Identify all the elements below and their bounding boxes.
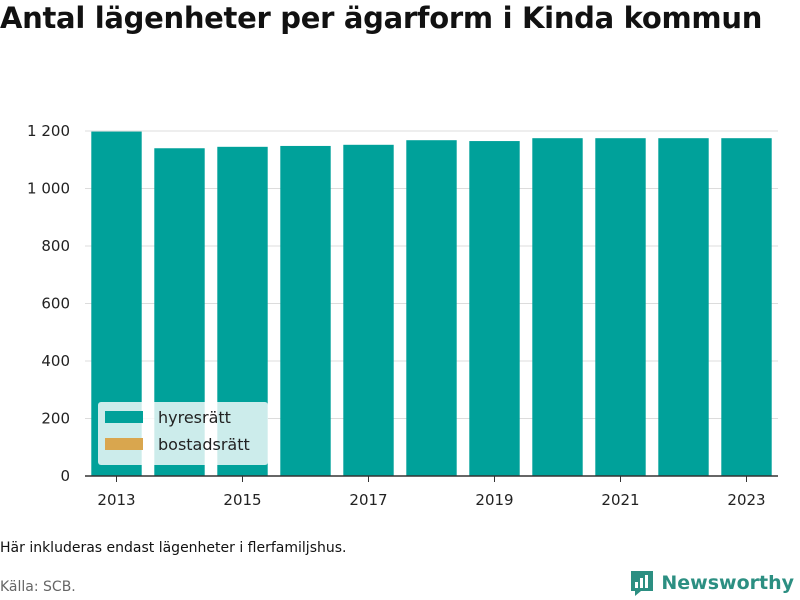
bar-2020 — [532, 138, 583, 476]
x-tick-label: 2021 — [601, 491, 639, 509]
bar-2023 — [721, 138, 772, 476]
y-tick-label: 0 — [60, 467, 70, 485]
y-tick-label: 800 — [41, 237, 70, 255]
y-tick-label: 400 — [41, 352, 70, 370]
legend: hyresrätt bostadsrätt — [98, 402, 268, 465]
legend-swatch — [105, 438, 143, 450]
x-tick-label: 2015 — [223, 491, 261, 509]
y-axis-ticks: 0 200 400 600 800 1 000 1 200 — [27, 122, 70, 485]
legend-label: hyresrätt — [158, 408, 231, 427]
x-tick-label: 2019 — [475, 491, 513, 509]
bar-2022 — [658, 138, 709, 476]
brand-name: Newsworthy — [661, 572, 794, 594]
chart-title: Antal lägenheter per ägarform i Kinda ko… — [0, 1, 763, 35]
bar-2017 — [343, 144, 394, 477]
bar-2018 — [406, 140, 457, 476]
x-tick-label: 2013 — [97, 491, 135, 509]
brand-logo[interactable]: Newsworthy — [629, 569, 794, 597]
x-tick-label: 2017 — [349, 491, 387, 509]
bar-2021 — [595, 138, 646, 476]
x-tick-label: 2023 — [727, 491, 765, 509]
footnote: Här inkluderas endast lägenheter i flerf… — [0, 540, 347, 556]
bar-2019 — [469, 141, 520, 476]
bar-2016 — [280, 145, 331, 476]
legend-swatch — [105, 411, 143, 423]
y-tick-label: 200 — [41, 410, 70, 428]
x-axis-ticks: 2013 2015 2017 2019 2021 2023 — [97, 476, 766, 509]
y-tick-label: 1 200 — [27, 122, 70, 140]
source-note: Källa: SCB. — [0, 579, 76, 595]
y-tick-label: 600 — [41, 295, 70, 313]
newsworthy-logo-icon — [631, 571, 654, 596]
legend-label: bostadsrätt — [158, 435, 250, 454]
y-tick-label: 1 000 — [27, 180, 70, 198]
